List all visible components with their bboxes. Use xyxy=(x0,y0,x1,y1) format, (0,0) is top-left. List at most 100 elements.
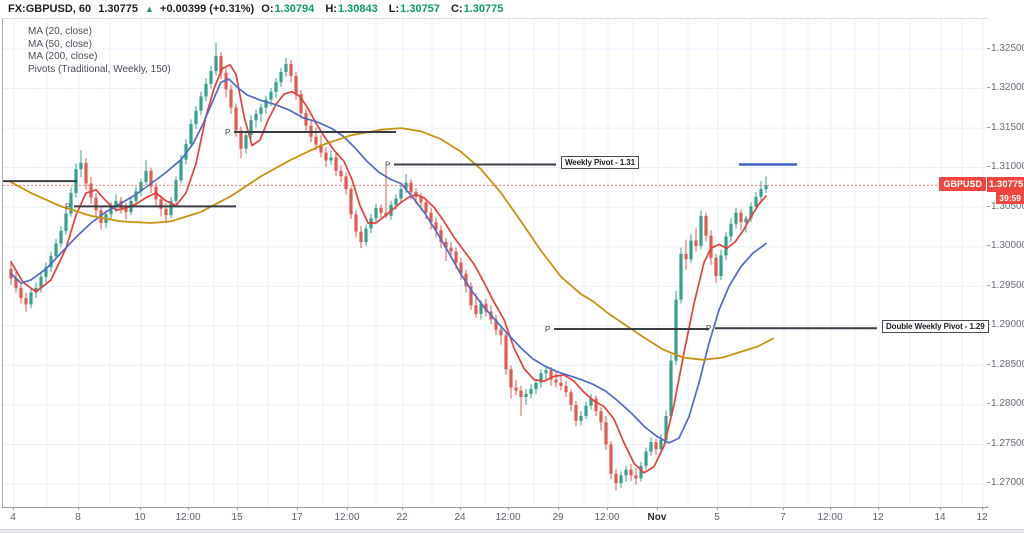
candlestick-body xyxy=(594,398,598,412)
time-tick-label: Nov xyxy=(647,512,667,523)
time-tick-label: 29 xyxy=(552,512,564,523)
time-tick-mark xyxy=(607,507,608,510)
candlestick-body xyxy=(649,442,653,452)
time-tick-label: 8 xyxy=(75,512,81,523)
candlestick-body xyxy=(654,442,658,450)
price-change: +0.00399 (+0.31%) xyxy=(160,3,255,15)
candlestick-body xyxy=(299,94,303,114)
candlestick-body xyxy=(124,207,128,212)
candlestick-body xyxy=(584,405,588,416)
candlestick-body xyxy=(234,107,238,131)
legend-ma-20[interactable]: MA (20, close) xyxy=(28,26,92,37)
price-tick-label: 1.29000 xyxy=(986,319,1024,330)
ohlc-high: H:1.30843 xyxy=(325,3,378,15)
time-tick-label: 24 xyxy=(454,512,466,523)
price-axis[interactable]: 1.30775 39:59 1.32500 1.32000 1.31500 1.310… xyxy=(986,18,1024,506)
time-tick-mark xyxy=(78,507,79,510)
candlestick-body xyxy=(339,170,343,177)
pivot-p-marker: P xyxy=(545,325,550,334)
candlestick-body xyxy=(719,255,723,276)
candles xyxy=(9,42,768,491)
candlestick-body xyxy=(219,56,223,73)
candlestick-body xyxy=(744,218,748,223)
candlestick-body xyxy=(209,71,213,84)
time-tick-label: 17 xyxy=(291,512,303,523)
candlestick-body xyxy=(114,200,118,208)
candlestick-body xyxy=(504,335,508,370)
candlestick-body xyxy=(379,207,383,213)
candlestick-body xyxy=(364,228,368,242)
candlestick-body xyxy=(459,262,463,274)
time-tick-label: 12:00 xyxy=(594,512,620,523)
ma-200-line xyxy=(8,127,774,361)
candlestick-body xyxy=(279,71,283,83)
candlestick-body xyxy=(69,192,73,214)
candlestick-body xyxy=(169,200,173,216)
time-tick-mark xyxy=(657,507,658,510)
candlestick-body xyxy=(614,473,618,484)
candlestick-body xyxy=(214,56,218,72)
candlestick-body xyxy=(349,188,353,215)
symbol-price-flag-label: GBPUSD xyxy=(943,179,982,190)
price-tick-label: 1.27000 xyxy=(986,477,1024,488)
candlestick-body xyxy=(99,210,103,223)
candlestick-body xyxy=(319,144,323,153)
candlestick-body xyxy=(549,370,553,380)
candlestick-body xyxy=(749,206,753,219)
time-tick-mark xyxy=(878,507,879,510)
candlestick-body xyxy=(409,182,413,193)
price-tick-label: 1.31000 xyxy=(986,161,1024,172)
candlestick-body xyxy=(599,411,603,423)
candlestick-body xyxy=(119,200,123,208)
candlestick-body xyxy=(159,199,163,209)
candlestick-body xyxy=(639,465,643,479)
time-tick-mark xyxy=(940,507,941,510)
legend-ma-50[interactable]: MA (50, close) xyxy=(28,38,92,50)
candlestick-body xyxy=(494,319,498,330)
candlestick-body xyxy=(44,267,48,277)
chart-grid xyxy=(3,19,987,507)
time-tick-label: 7 xyxy=(780,512,786,523)
ohlc-low: L:1.30757 xyxy=(388,3,440,15)
time-axis[interactable]: 4 8 10 12:00 15 17 12:00 22 24 12:00 29 12:00 Nov 5 7 1… xyxy=(2,507,988,528)
candlestick-body xyxy=(559,382,563,386)
candlestick-body xyxy=(229,89,233,108)
candlestick-body xyxy=(149,170,153,187)
candlestick-body xyxy=(39,276,43,288)
ma-50-line xyxy=(10,78,767,444)
time-tick-label: 12:00 xyxy=(817,512,843,523)
candlestick-body xyxy=(664,415,668,440)
candlestick-body xyxy=(754,196,758,207)
candlestick-body xyxy=(199,96,203,111)
time-tick-label: 5 xyxy=(714,512,720,523)
pivot-label[interactable]: Weekly Pivot - 1.31 xyxy=(561,156,639,170)
candlestick-body xyxy=(514,387,518,391)
time-tick-label: 12 xyxy=(872,512,884,523)
candlestick-body xyxy=(54,243,58,257)
candlestick-body xyxy=(399,188,403,199)
last-price-tag-value: 1.30775 xyxy=(989,178,1024,190)
time-tick-label: 12:00 xyxy=(175,512,201,523)
legend-pivots[interactable]: Pivots (Traditional, Weekly, 150) xyxy=(28,63,171,75)
candlestick-body xyxy=(759,188,763,197)
legend-ma-200[interactable]: MA (200, close) xyxy=(28,51,98,62)
candlestick-body xyxy=(289,64,293,76)
pivot-label[interactable]: Double Weekly Pivot - 1.29 xyxy=(882,320,989,334)
candlestick-body xyxy=(569,392,573,405)
time-tick-mark xyxy=(188,507,189,510)
candlestick-body xyxy=(529,389,533,394)
candlestick-body xyxy=(249,120,253,136)
candlestick-body xyxy=(694,240,698,246)
candlestick-body xyxy=(444,241,448,248)
price-tick-label: 1.30000 xyxy=(986,240,1024,251)
candlestick-body xyxy=(679,253,683,300)
candlestick-body xyxy=(499,329,503,336)
candlestick-body xyxy=(239,130,243,149)
candlestick-body xyxy=(689,240,693,260)
candlestick-body xyxy=(629,469,633,476)
candlestick-body xyxy=(334,157,338,171)
candlestick-body xyxy=(94,197,98,211)
chart-canvas[interactable]: P P P P P xyxy=(2,18,988,508)
symbol-title[interactable]: FX:GBPUSD, 60 xyxy=(8,3,92,15)
